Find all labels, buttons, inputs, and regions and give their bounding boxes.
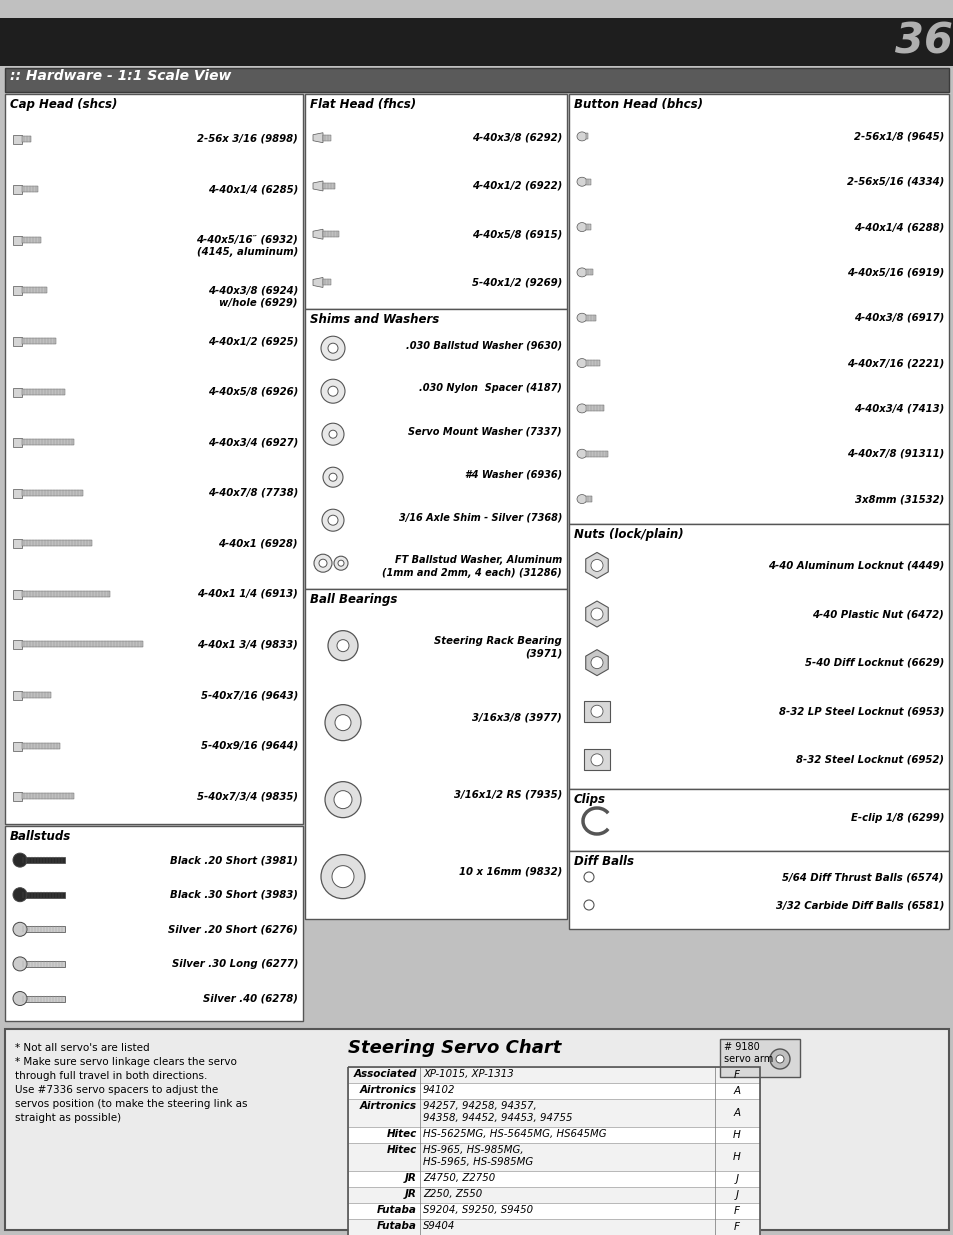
Bar: [585, 179, 590, 185]
Circle shape: [334, 790, 352, 809]
Text: Button Head (bhcs): Button Head (bhcs): [574, 98, 702, 111]
Bar: [583, 700, 609, 721]
Circle shape: [320, 379, 345, 403]
Circle shape: [320, 855, 365, 899]
Circle shape: [322, 424, 344, 445]
Circle shape: [590, 559, 602, 572]
Circle shape: [13, 888, 27, 902]
Polygon shape: [313, 182, 323, 191]
Text: 4-40x1/2 (6922): 4-40x1/2 (6922): [471, 182, 561, 191]
Bar: [568, 524, 948, 789]
Bar: [348, 1144, 760, 1171]
Circle shape: [769, 1049, 789, 1070]
Circle shape: [322, 509, 344, 531]
Bar: [348, 1187, 760, 1203]
Bar: [585, 405, 603, 411]
Bar: [0, 0, 953, 19]
Text: Black .30 Short (3983): Black .30 Short (3983): [170, 889, 297, 900]
Bar: [305, 309, 566, 589]
Text: Ballstuds: Ballstuds: [10, 830, 71, 844]
Circle shape: [590, 705, 602, 718]
Text: :: Hardware - 1:1 Scale View: :: Hardware - 1:1 Scale View: [10, 69, 232, 83]
Bar: [585, 269, 593, 275]
Bar: [22, 338, 56, 345]
Text: 4-40x1 (6928): 4-40x1 (6928): [218, 538, 297, 548]
Text: Ball Bearings: Ball Bearings: [310, 593, 397, 606]
Bar: [323, 183, 335, 189]
Text: JR: JR: [405, 1173, 416, 1183]
Text: 5-40x1/2 (9269): 5-40x1/2 (9269): [471, 278, 561, 288]
Bar: [13, 792, 22, 802]
Bar: [22, 793, 74, 799]
Bar: [585, 315, 596, 321]
Text: XP-1015, XP-1313: XP-1015, XP-1313: [422, 1070, 514, 1079]
Circle shape: [335, 715, 351, 731]
Text: 5-40 Diff Locknut (6629): 5-40 Diff Locknut (6629): [804, 658, 943, 668]
Bar: [348, 1083, 760, 1099]
Bar: [13, 641, 22, 650]
Circle shape: [13, 923, 27, 936]
Text: E-clip 1/8 (6299): E-clip 1/8 (6299): [850, 813, 943, 823]
Circle shape: [583, 900, 594, 910]
Bar: [585, 361, 599, 366]
Text: Z250, Z550: Z250, Z550: [422, 1189, 482, 1199]
Text: 3/16 Axle Shim - Silver (7368): 3/16 Axle Shim - Silver (7368): [398, 513, 561, 522]
Text: S9404: S9404: [422, 1221, 455, 1231]
Bar: [568, 789, 948, 851]
Bar: [348, 1099, 760, 1128]
Bar: [22, 541, 91, 546]
Bar: [348, 1171, 760, 1187]
Text: 4-40x7/8 (7738): 4-40x7/8 (7738): [208, 488, 297, 498]
Bar: [323, 135, 331, 141]
Text: Silver .30 Long (6277): Silver .30 Long (6277): [172, 958, 297, 969]
Text: 3/16x3/8 (3977): 3/16x3/8 (3977): [472, 713, 561, 722]
Text: .030 Ballstud Washer (9630): .030 Ballstud Washer (9630): [405, 340, 561, 351]
Text: 10 x 16mm (9832): 10 x 16mm (9832): [458, 867, 561, 877]
Bar: [22, 186, 38, 193]
Ellipse shape: [577, 178, 586, 186]
Bar: [13, 185, 22, 194]
Circle shape: [328, 515, 337, 525]
Bar: [22, 389, 65, 395]
Text: Futaba: Futaba: [376, 1221, 416, 1231]
Circle shape: [13, 853, 27, 867]
Ellipse shape: [577, 314, 586, 322]
Text: 4-40x1 1/4 (6913): 4-40x1 1/4 (6913): [197, 589, 297, 599]
Text: Diff Balls: Diff Balls: [574, 855, 634, 868]
Ellipse shape: [577, 268, 586, 277]
Bar: [13, 236, 22, 245]
Circle shape: [775, 1055, 783, 1063]
Bar: [568, 94, 948, 524]
Bar: [348, 1128, 760, 1144]
Text: 5-40x7/3/4 (9835): 5-40x7/3/4 (9835): [196, 792, 297, 802]
Text: 36: 36: [894, 20, 952, 62]
Bar: [22, 641, 143, 647]
Bar: [5, 1029, 948, 1230]
Text: Z4750, Z2750: Z4750, Z2750: [422, 1173, 495, 1183]
Text: 4-40x5/16″ (6932)
(4145, aluminum): 4-40x5/16″ (6932) (4145, aluminum): [196, 235, 297, 257]
Text: Servo Mount Washer (7337): Servo Mount Washer (7337): [408, 426, 561, 436]
Bar: [20, 961, 65, 967]
Text: 4-40x5/8 (6926): 4-40x5/8 (6926): [208, 387, 297, 396]
Text: A: A: [733, 1108, 740, 1118]
Text: Silver .40 (6278): Silver .40 (6278): [203, 993, 297, 1004]
Text: HS-5625MG, HS-5645MG, HS645MG: HS-5625MG, HS-5645MG, HS645MG: [422, 1129, 606, 1139]
Circle shape: [325, 782, 360, 818]
Bar: [585, 451, 607, 457]
Text: Airtronics: Airtronics: [359, 1086, 416, 1095]
Bar: [13, 692, 22, 700]
Text: # 9180
servo arm: # 9180 servo arm: [723, 1042, 773, 1065]
Ellipse shape: [577, 222, 586, 232]
Bar: [323, 231, 338, 237]
Text: 3/16x1/2 RS (7935): 3/16x1/2 RS (7935): [454, 789, 561, 799]
Text: 5-40x7/16 (9643): 5-40x7/16 (9643): [200, 690, 297, 700]
Ellipse shape: [577, 132, 586, 141]
Circle shape: [318, 559, 327, 567]
Circle shape: [323, 467, 343, 487]
Bar: [20, 995, 65, 1002]
Text: Clips: Clips: [574, 793, 605, 806]
Polygon shape: [313, 132, 323, 143]
Text: J: J: [735, 1174, 738, 1184]
Bar: [13, 337, 22, 346]
Bar: [348, 1203, 760, 1219]
